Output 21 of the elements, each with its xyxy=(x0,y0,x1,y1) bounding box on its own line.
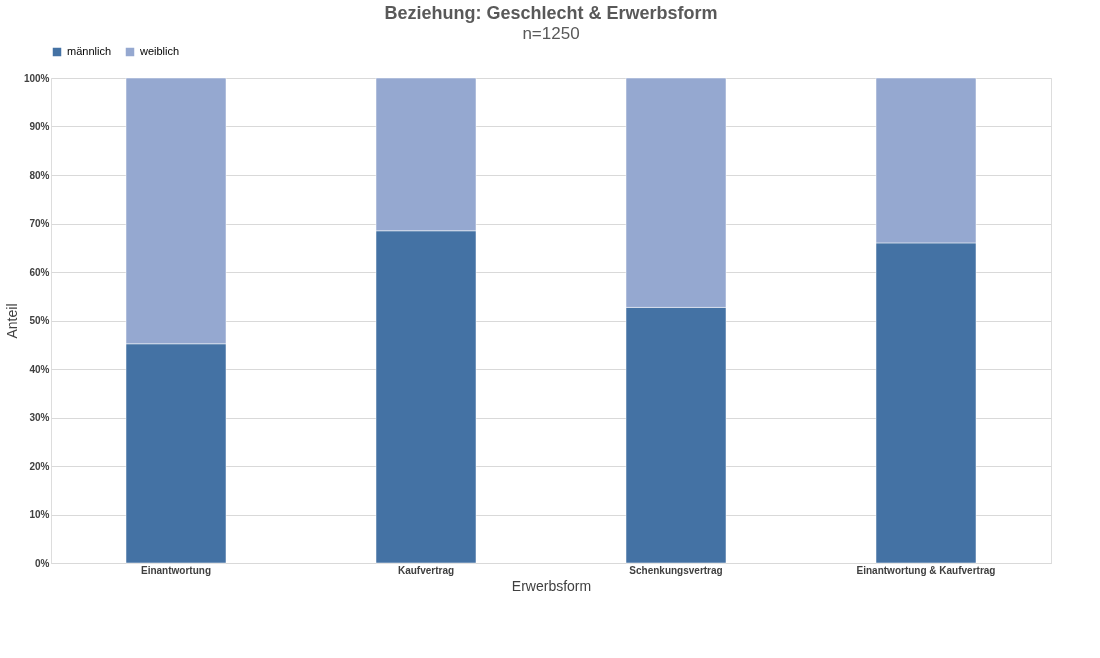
y-tick-label: 0% xyxy=(35,557,50,569)
y-tick-label: 80% xyxy=(29,169,50,181)
y-tick-label: 20% xyxy=(29,460,50,472)
y-axis-title: Anteil xyxy=(3,303,20,339)
y-tick-label: 30% xyxy=(29,412,50,423)
y-tick-label: 100% xyxy=(23,72,50,84)
y-tick-label: 40% xyxy=(29,363,50,375)
chart-subtitle: n=1250 xyxy=(522,24,580,43)
x-axis-title: Erwerbsform xyxy=(511,577,592,594)
y-tick-label: 90% xyxy=(29,121,50,132)
chart-title: Beziehung: Geschlecht & Erwerbsform xyxy=(384,3,718,23)
y-tick-label: 70% xyxy=(29,218,50,229)
y-tick-label: 10% xyxy=(29,509,50,520)
y-tick-label: 60% xyxy=(29,266,50,278)
y-tick-label: 50% xyxy=(29,315,50,326)
x-tick-label: Kaufvertrag xyxy=(397,564,455,576)
x-tick-label: Einantwortung & Kaufvertrag xyxy=(856,564,996,576)
x-tick-label: Schenkungsvertrag xyxy=(629,564,723,576)
legend-label: weiblich xyxy=(139,45,180,57)
legend-label: männlich xyxy=(67,45,112,57)
x-tick-label: Einantwortung xyxy=(141,564,211,576)
